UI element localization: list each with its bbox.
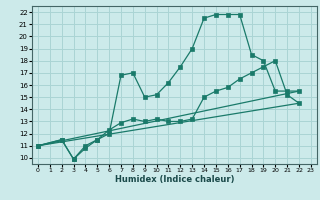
- X-axis label: Humidex (Indice chaleur): Humidex (Indice chaleur): [115, 175, 234, 184]
